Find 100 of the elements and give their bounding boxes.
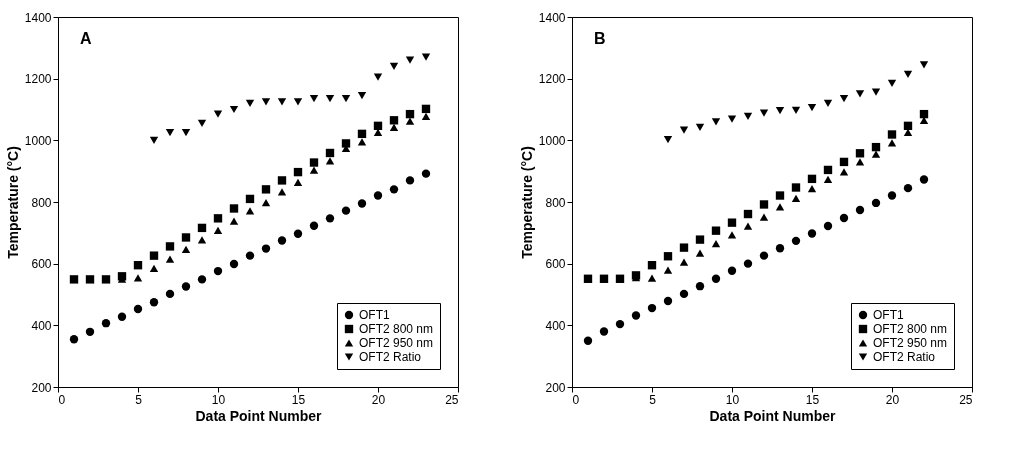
- y-tick-label: 600: [545, 257, 566, 272]
- point: [727, 115, 737, 123]
- point: [647, 261, 657, 270]
- point: [759, 251, 769, 260]
- point: [357, 129, 367, 139]
- point: [277, 176, 287, 185]
- point: [823, 165, 833, 175]
- point: [277, 236, 287, 245]
- point: [405, 109, 415, 119]
- point: [341, 95, 351, 103]
- point: [695, 282, 705, 291]
- point: [389, 116, 399, 125]
- point: [807, 174, 817, 184]
- point: [919, 61, 929, 69]
- point: [309, 166, 319, 174]
- point: [149, 298, 159, 307]
- x-tick-label: 5: [649, 392, 657, 407]
- point: [421, 169, 431, 178]
- point: [197, 119, 207, 127]
- x-tick-label: 0: [572, 392, 580, 407]
- point: [727, 266, 737, 275]
- point: [213, 266, 223, 276]
- point: [69, 335, 79, 344]
- x-tick-label: 25: [445, 392, 459, 407]
- point: [245, 251, 255, 260]
- y-tick-label: 200: [545, 380, 566, 395]
- y-tick-label: 600: [31, 257, 52, 272]
- y-tick-label: 1200: [538, 72, 566, 87]
- point: [261, 244, 271, 253]
- point: [695, 235, 705, 244]
- legend-label: OFT1: [359, 308, 390, 322]
- point: [791, 106, 801, 115]
- point: [759, 200, 769, 209]
- legend-label: OFT2 Ratio: [359, 350, 422, 364]
- point: [727, 231, 737, 239]
- point: [101, 319, 111, 328]
- point: [871, 150, 881, 158]
- point: [679, 243, 689, 252]
- point: [117, 312, 127, 321]
- point: [791, 183, 801, 192]
- point: [197, 223, 207, 233]
- point: [325, 157, 335, 165]
- x-tick-label: 15: [291, 392, 306, 407]
- point: [85, 327, 95, 336]
- y-tick-label: 1000: [24, 133, 52, 148]
- y-tick-label: 800: [31, 195, 52, 210]
- point: [229, 105, 239, 114]
- point: [919, 109, 929, 119]
- y-tick-label: 400: [545, 318, 566, 333]
- point: [165, 255, 175, 263]
- y-tick-label: 1000: [538, 133, 566, 148]
- point: [197, 275, 207, 284]
- x-tick-label: 0: [58, 392, 66, 407]
- point: [743, 222, 753, 230]
- y-axis-title: Temperature (°C): [4, 146, 21, 259]
- point: [341, 139, 351, 148]
- y-tick-label: 1200: [24, 72, 52, 87]
- point: [293, 229, 303, 238]
- point: [711, 118, 721, 126]
- point: [791, 194, 801, 202]
- point: [839, 95, 849, 103]
- point: [181, 245, 191, 254]
- point: [309, 95, 319, 103]
- point: [647, 303, 657, 313]
- point: [759, 109, 769, 117]
- legend-label: OFT2 800 nm: [873, 322, 948, 336]
- point: [389, 185, 399, 194]
- point: [663, 136, 673, 144]
- point: [181, 129, 191, 137]
- point: [325, 214, 335, 223]
- point: [855, 149, 865, 158]
- point: [855, 90, 865, 98]
- x-axis-title: Data Point Number: [709, 407, 837, 424]
- point: [277, 98, 287, 106]
- point: [887, 139, 897, 147]
- point: [405, 176, 415, 185]
- point: [149, 136, 159, 144]
- point: [149, 264, 159, 272]
- y-axis-title: Temperature (°C): [518, 146, 535, 259]
- point: [245, 194, 255, 204]
- point: [775, 191, 785, 200]
- x-tick-label: 10: [211, 392, 226, 407]
- point: [133, 304, 143, 314]
- point: [69, 275, 79, 284]
- point: [903, 121, 913, 131]
- legend-label: OFT2 Ratio: [873, 350, 936, 364]
- point: [181, 282, 191, 291]
- point: [149, 251, 159, 260]
- point: [631, 311, 641, 320]
- point: [823, 99, 833, 107]
- point: [245, 99, 255, 107]
- point: [213, 214, 223, 223]
- x-tick-label: 5: [135, 392, 143, 407]
- point: [855, 205, 865, 215]
- point: [823, 175, 833, 184]
- point: [839, 213, 849, 223]
- point: [679, 289, 689, 299]
- point: [261, 198, 271, 207]
- point: [293, 98, 303, 106]
- annotation: A: [80, 30, 92, 47]
